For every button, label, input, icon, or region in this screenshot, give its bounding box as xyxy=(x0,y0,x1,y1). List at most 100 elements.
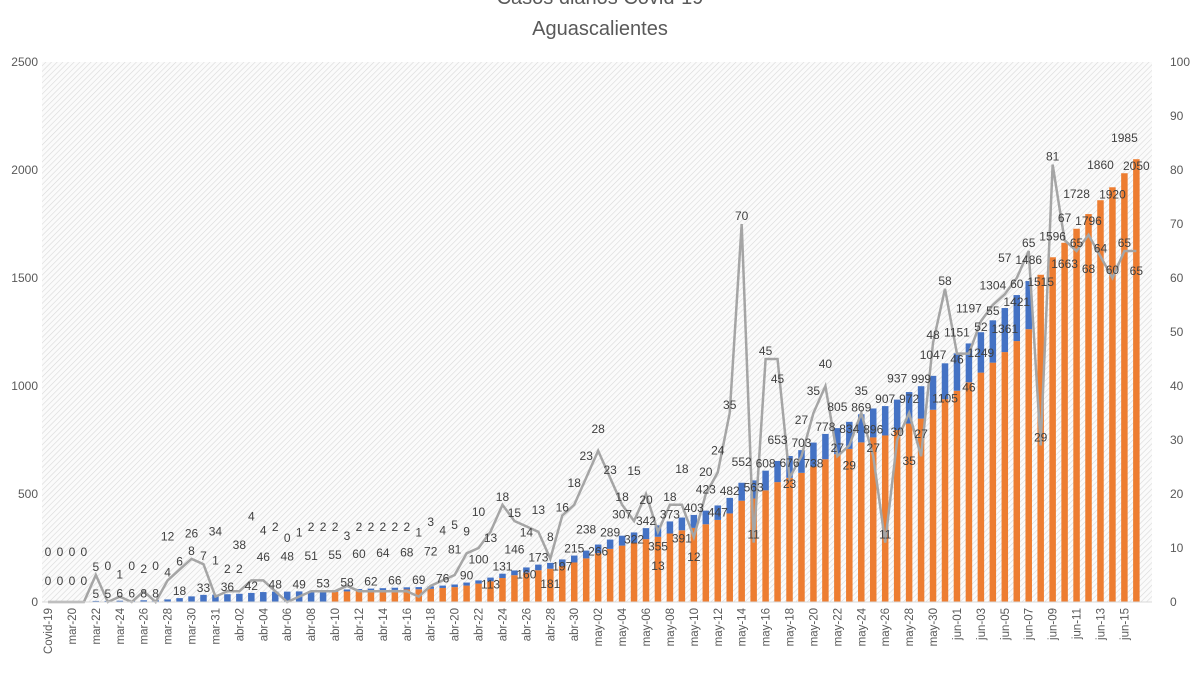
daily-label: 5 xyxy=(451,518,458,532)
bar-base xyxy=(977,372,985,602)
daily-label: 68 xyxy=(1082,262,1096,276)
daily-label: 35 xyxy=(902,454,916,468)
bar-base xyxy=(618,545,626,602)
daily-label: 46 xyxy=(950,353,964,367)
daily-label: 1 xyxy=(296,526,303,540)
bar-base xyxy=(1085,214,1092,602)
bar-top-segment xyxy=(92,600,100,602)
x-tick-label: abr-22 xyxy=(474,608,486,641)
bar-top-segment xyxy=(212,594,219,602)
daily-label: 4 xyxy=(248,509,255,523)
bar-total-label: 160 xyxy=(516,567,536,581)
bar-top-segment xyxy=(475,580,482,584)
bar-base xyxy=(989,362,997,602)
bar-total-label: 5 xyxy=(92,587,99,601)
bar-total-label: 403 xyxy=(684,501,704,515)
bar-total-label: 266 xyxy=(588,545,608,559)
x-tick-label: may-12 xyxy=(713,608,725,646)
bar-top-segment xyxy=(391,587,399,590)
bar-total-label: 391 xyxy=(672,532,692,546)
x-tick-label: mar-22 xyxy=(91,608,103,644)
daily-label: 2 xyxy=(236,562,243,576)
daily-label: 5 xyxy=(92,560,99,574)
y-left-tick-label: 0 xyxy=(31,595,38,609)
bar-total-label: 1515 xyxy=(1027,275,1054,289)
bar-total-label: 423 xyxy=(696,483,716,497)
bar-total-label: 373 xyxy=(660,507,680,521)
daily-label: 18 xyxy=(615,490,629,504)
daily-label: 11 xyxy=(879,528,892,542)
x-tick-label: jun-15 xyxy=(1119,608,1131,641)
bar-base xyxy=(929,409,937,602)
x-tick-label: may-04 xyxy=(617,607,629,646)
bar-top-segment xyxy=(511,570,518,576)
bar-base xyxy=(379,590,387,602)
daily-label: 2 xyxy=(356,520,363,534)
bar-total-label: 66 xyxy=(388,574,402,588)
bar-base xyxy=(1049,257,1056,602)
bar-top-segment xyxy=(236,593,243,602)
bar-top-segment xyxy=(965,343,973,383)
bar-top-segment xyxy=(523,567,530,573)
bar-total-label: 215 xyxy=(564,542,584,556)
bar-total-label: 48 xyxy=(281,550,295,564)
bar-total-label: 1421 xyxy=(1003,295,1030,309)
bar-total-label: 58 xyxy=(340,575,354,589)
daily-label: 29 xyxy=(1034,430,1048,444)
bar-top-segment xyxy=(1025,281,1032,330)
daily-label: 3 xyxy=(427,515,434,529)
y-right-tick-label: 40 xyxy=(1170,379,1184,393)
daily-label: 16 xyxy=(556,501,570,515)
y-right-tick-label: 90 xyxy=(1170,109,1184,123)
bar-top-segment xyxy=(834,428,841,455)
daily-label: 4 xyxy=(439,523,446,537)
daily-label: 27 xyxy=(795,413,809,427)
bar-base xyxy=(439,587,446,602)
bar-base xyxy=(690,527,698,602)
daily-label: 60 xyxy=(1010,277,1024,291)
daily-label: 18 xyxy=(496,490,510,504)
bar-total-label: 42 xyxy=(245,579,259,593)
bar-base xyxy=(941,399,949,602)
bar-base xyxy=(738,500,745,602)
chart-subtitle: Aguascalientes xyxy=(532,18,668,40)
x-tick-label: abr-06 xyxy=(282,608,294,641)
bar-top-segment xyxy=(439,585,446,588)
daily-label: 0 xyxy=(45,545,52,559)
daily-label: 35 xyxy=(855,384,869,398)
x-tick-label: may-22 xyxy=(832,608,844,646)
bar-top-segment xyxy=(893,399,901,431)
bar-total-label: 322 xyxy=(624,532,644,546)
daily-label: 28 xyxy=(591,422,605,436)
bar-base xyxy=(678,530,686,602)
bar-base xyxy=(451,587,458,602)
bar-base xyxy=(702,524,710,602)
bar-base xyxy=(953,390,961,602)
x-tick-label: abr-12 xyxy=(354,608,366,641)
x-tick-label: jun-09 xyxy=(1048,608,1060,641)
daily-label: 2 xyxy=(320,520,327,534)
x-tick-label: mar-28 xyxy=(163,608,175,644)
bar-base xyxy=(666,533,674,602)
bar-base xyxy=(858,442,865,602)
bar-base xyxy=(774,482,781,602)
bar-total-label: 26 xyxy=(185,526,199,540)
bar-base xyxy=(403,589,411,602)
y-right-tick-label: 100 xyxy=(1170,55,1190,69)
bar-base xyxy=(343,591,351,602)
bar-total-label: 342 xyxy=(636,514,656,528)
bar-total-label: 81 xyxy=(448,543,462,557)
bar-base xyxy=(762,490,769,602)
daily-label: 8 xyxy=(547,530,554,544)
x-tick-label: jun-05 xyxy=(1000,608,1012,641)
daily-label: 4 xyxy=(164,565,171,579)
bar-total-label: 76 xyxy=(436,572,450,586)
bar-total-label: 0 xyxy=(81,574,88,588)
bar-total-label: 46 xyxy=(257,550,271,564)
bar-top-segment xyxy=(881,406,889,436)
daily-label: 45 xyxy=(759,344,773,358)
bar-top-segment xyxy=(858,414,865,443)
daily-label: 23 xyxy=(603,463,617,477)
bar-base xyxy=(810,466,817,602)
daily-label: 29 xyxy=(843,458,857,472)
